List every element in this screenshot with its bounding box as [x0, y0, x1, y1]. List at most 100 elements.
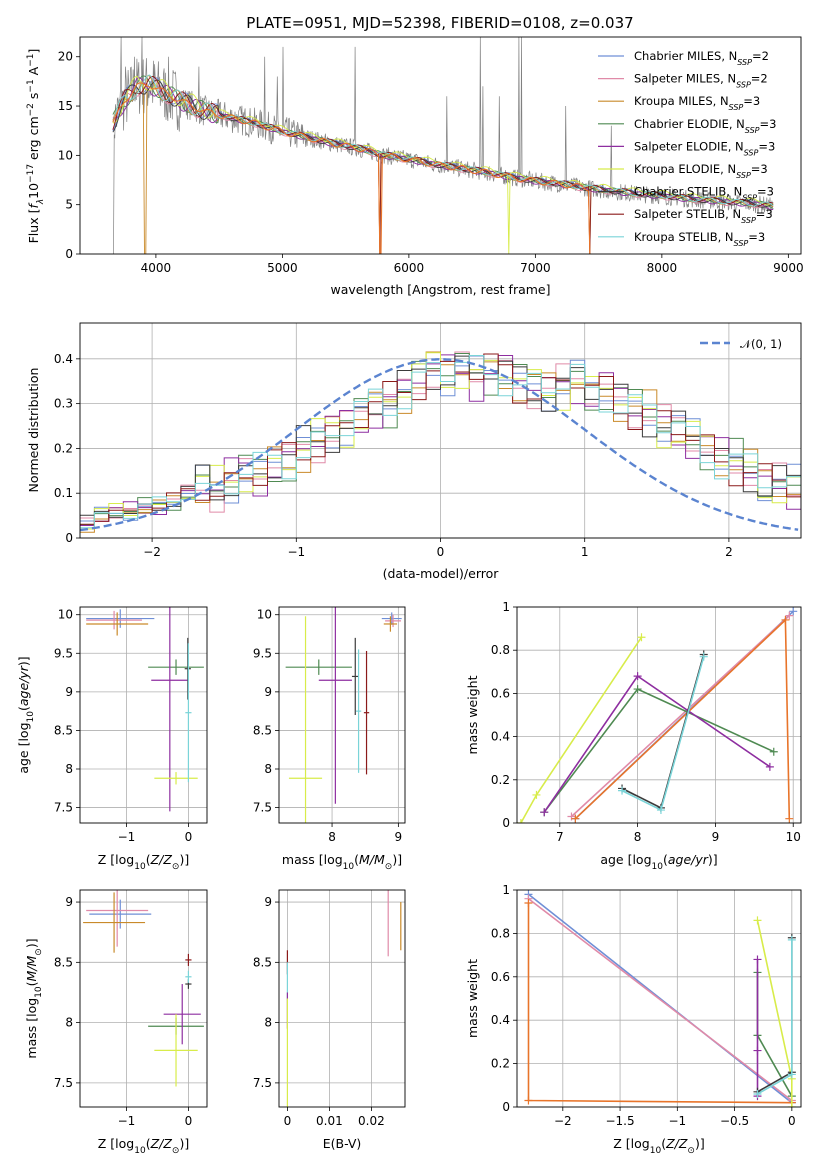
y-tick-label: 9: [264, 895, 272, 909]
legend-entry: Chabrier STELIB, NSSP=3: [634, 185, 774, 203]
y-tick-label: 9.5: [54, 646, 73, 660]
series-marker: [787, 1103, 796, 1107]
point-salpeter-miles: [86, 890, 149, 947]
series-kroupa-miles: [571, 615, 794, 823]
y-tick-label: 0.2: [491, 773, 510, 787]
panel-residuals: −2 −1 0 1 2 0 0.1 0.2 0.3 0.4 𝒩(0, 1) (data-model)/…: [26, 322, 802, 581]
point-chabrier-elodie: [285, 659, 352, 675]
series-line: [527, 903, 792, 1104]
y-tick-label: 0.4: [491, 1013, 510, 1027]
y-tick-label: 10: [58, 608, 73, 622]
series-marker: [789, 607, 798, 616]
series-marker: [633, 685, 642, 694]
y-tick-label: 7.5: [253, 801, 272, 815]
series-marker: [699, 652, 708, 661]
x-axis-label: age [log10(age/yr)]: [600, 852, 717, 872]
y-tick-label: 9: [65, 895, 73, 909]
hist-chabrier-miles: [80, 355, 801, 538]
plot-area: [517, 607, 798, 823]
axes-frame: [79, 606, 208, 824]
legend-entry: Kroupa STELIB, NSSP=3: [634, 230, 765, 248]
x-tick-label: 8000: [647, 261, 678, 275]
x-tick-label: 5000: [267, 261, 298, 275]
series-line: [543, 674, 771, 813]
y-tick-label: 0.4: [491, 730, 510, 744]
series-marker: [524, 1096, 533, 1105]
x-tick-label: 4000: [141, 261, 172, 275]
point-chabrier-miles: [381, 612, 402, 625]
gaussian-curve: [80, 358, 799, 532]
legend-entry: Chabrier MILES, NSSP=2: [634, 49, 769, 67]
x-tick-label: −1: [287, 545, 305, 559]
legend-entry: Kroupa ELODIE, NSSP=3: [634, 162, 768, 180]
plot-area: [286, 890, 402, 1107]
model-salpeter-stelib: [112, 76, 774, 254]
series-marker: [781, 615, 790, 624]
legend-entry: Salpeter ELODIE, NSSP=3: [634, 139, 775, 157]
series-marker: [753, 1046, 762, 1055]
hist-kroupa-stelib: [80, 355, 801, 538]
series-marker: [753, 955, 762, 964]
series-line: [528, 893, 793, 1104]
hist-salpeter-miles: [80, 351, 801, 538]
x-tick-label: −2: [554, 1114, 572, 1128]
y-tick-label: 10: [257, 608, 272, 622]
y-tick-label: 20: [58, 50, 73, 64]
axes-frame: [79, 889, 208, 1108]
series-chabrier-elodie: [753, 968, 796, 1101]
plot-area: [80, 351, 801, 538]
series-marker: [517, 819, 525, 823]
y-tick-label: 0.8: [491, 926, 510, 940]
y-tick-label: 0.2: [54, 441, 73, 455]
point-salpeter-stelib: [185, 953, 192, 966]
series-kroupa-elodie: [517, 633, 646, 823]
y-tick-label: 15: [58, 99, 73, 113]
series-line: [543, 688, 775, 813]
x-tick-label: 2: [725, 545, 733, 559]
x-axis-label: Z [log10(Z/Z⊙)]: [98, 852, 189, 872]
point-kroupa-elodie: [154, 1014, 198, 1087]
series-marker: [787, 935, 796, 944]
axes-frame: [79, 322, 802, 539]
model-kroupa-elodie: [112, 75, 774, 254]
y-tick-label: 10: [58, 148, 73, 162]
series-line: [528, 898, 793, 1102]
hist-kroupa-miles: [80, 351, 801, 538]
series-salpeter-elodie: [540, 672, 774, 817]
series-chabrier-miles: [524, 890, 796, 1107]
y-tick-label: 8.5: [54, 955, 73, 969]
y-tick-label: 8: [65, 762, 73, 776]
panel-mass_weight_vs_age: 7 8 9 10 0 0.2 0.4 0.6 0.8 1 age [log10(age/yr)] ma…: [465, 600, 802, 872]
y-axis-label: mass weight: [465, 675, 480, 754]
point-chabrier-stelib: [184, 637, 191, 700]
panel-mass_weight_vs_Z: −2 −1.5 −1 −0.5 0 0 0.2 0.4 0.6 0.8 1 Z [log10(Z/Z⊙…: [465, 883, 802, 1156]
x-tick-label: 0: [437, 545, 445, 559]
point-chabrier-miles: [86, 609, 155, 628]
y-tick-label: 0.6: [491, 686, 510, 700]
series-marker: [637, 633, 646, 642]
x-tick-label: 0: [185, 830, 193, 844]
point-kroupa-miles: [83, 892, 146, 953]
y-tick-label: 9: [264, 685, 272, 699]
y-tick-label: 8: [65, 1016, 73, 1030]
x-tick-label: −1: [118, 1114, 136, 1128]
axes-frame: [79, 36, 802, 255]
y-tick-label: 0.1: [54, 486, 73, 500]
point-salpeter-elodie: [151, 607, 189, 812]
series-salpeter-elodie: [753, 955, 762, 1101]
series-marker: [571, 814, 580, 823]
y-tick-label: 9: [65, 685, 73, 699]
x-tick-label: −1: [118, 830, 136, 844]
y-tick-label: 7.5: [253, 1076, 272, 1090]
x-axis-label: Z [log10(Z/Z⊙)]: [613, 1136, 704, 1156]
series-marker: [787, 1070, 796, 1079]
point-kroupa-stelib: [355, 649, 362, 773]
point-kroupa-stelib: [185, 643, 192, 783]
y-tick-label: 9.5: [253, 646, 272, 660]
x-tick-label: 8: [634, 830, 642, 844]
x-tick-label: 1: [581, 545, 589, 559]
series-marker: [785, 611, 794, 620]
y-tick-label: 8: [264, 762, 272, 776]
x-axis-label: E(B-V): [323, 1136, 362, 1151]
y-axis-label: Flux [fλ10−17 erg cm−2 s−1 A−1]: [26, 49, 46, 244]
